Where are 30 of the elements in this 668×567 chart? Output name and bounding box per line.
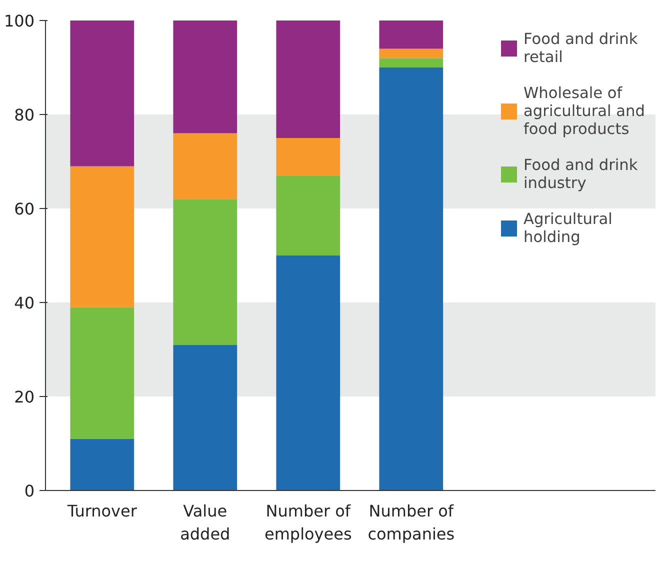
bar — [173, 133, 238, 200]
bar — [379, 20, 444, 49]
x-tick-label: Number of employees — [264, 502, 352, 544]
bar — [379, 48, 444, 58]
y-tick-label: 100 — [4, 12, 35, 30]
legend-label: Agricultural holding — [524, 210, 612, 246]
legend-label: Food and drink industry — [524, 156, 638, 192]
y-tick-label: 0 — [24, 482, 35, 500]
legend-label: Food and drink retail — [524, 30, 638, 66]
bar — [70, 307, 134, 439]
y-tick-label: 80 — [14, 106, 34, 124]
x-tick-label: Turnover — [66, 502, 138, 520]
y-tick-label: 20 — [14, 388, 34, 406]
x-tick-label: Number of companies — [368, 502, 455, 544]
bar — [276, 138, 340, 176]
bar — [70, 438, 134, 490]
bar — [276, 20, 340, 138]
bar — [276, 176, 340, 256]
bar — [70, 20, 134, 166]
bar — [70, 166, 134, 308]
y-tick-label: 40 — [14, 294, 34, 312]
legend-label: Wholesale of agricultural and food products — [524, 84, 645, 138]
bar — [276, 256, 340, 490]
bar — [173, 344, 238, 490]
x-tick-label: Value added — [180, 502, 230, 544]
y-tick-label: 60 — [14, 200, 34, 218]
bar — [379, 68, 444, 490]
bar — [173, 20, 238, 134]
bar — [379, 58, 444, 68]
bar — [173, 199, 238, 345]
